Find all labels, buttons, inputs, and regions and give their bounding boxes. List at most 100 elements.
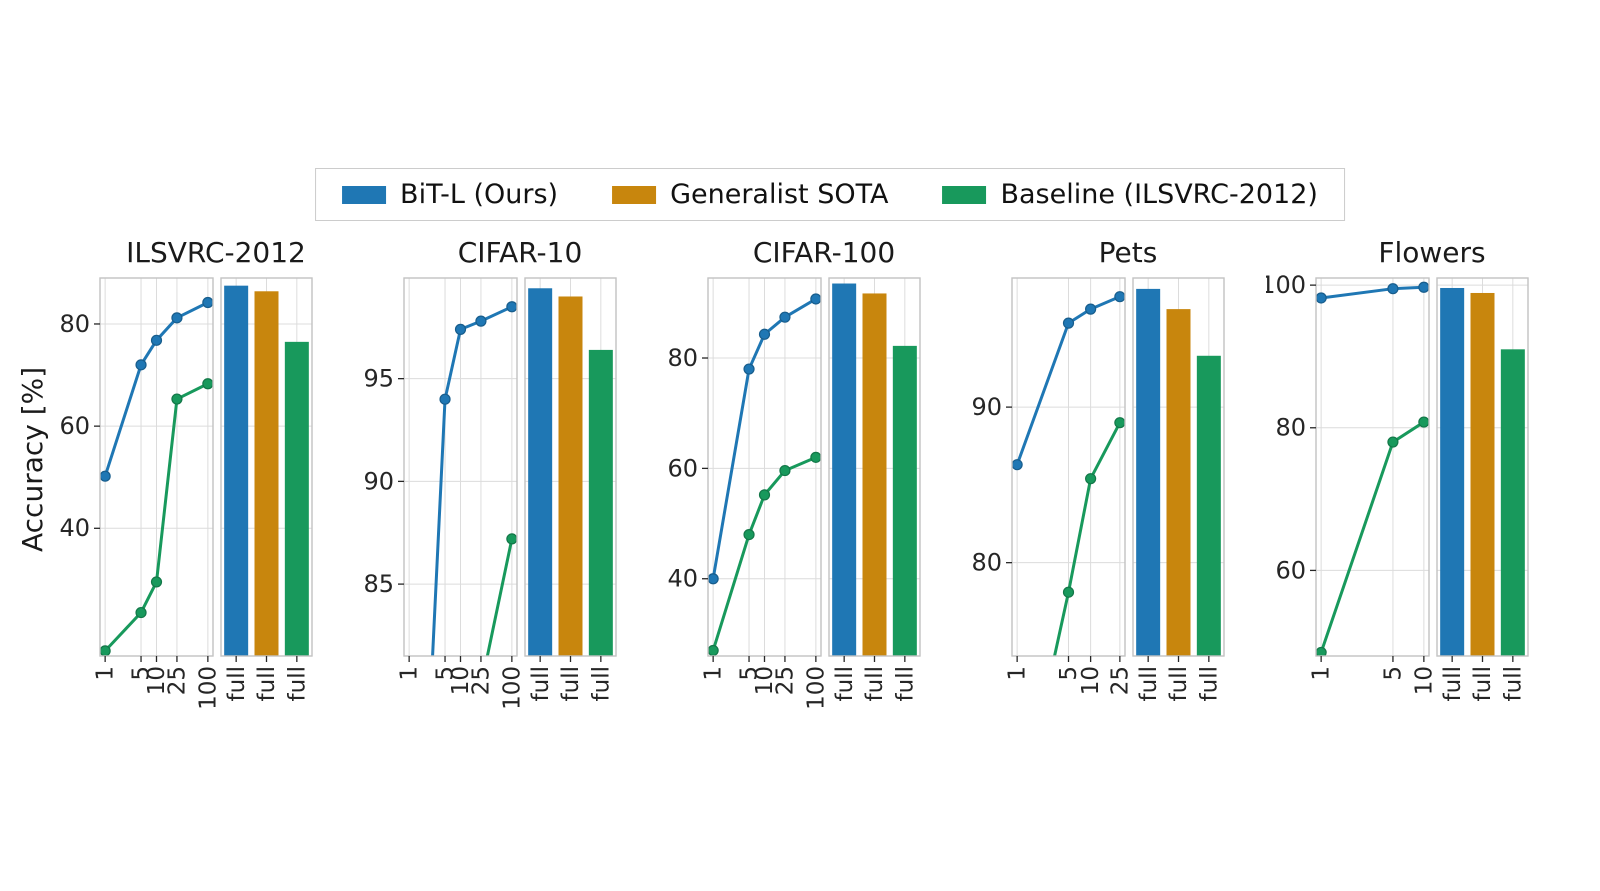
y-tick-label: 80: [971, 549, 1002, 577]
x-tick-label: 1: [1309, 666, 1335, 681]
data-point-marker: [1418, 416, 1429, 428]
data-point-marker: [1114, 417, 1125, 429]
x-tick-label: 5: [1381, 666, 1407, 681]
line-series: [100, 296, 213, 656]
gridlines: [1316, 278, 1528, 656]
legend-item-generalist-sota: Generalist SOTA: [612, 179, 888, 210]
x-tick-label: 10: [448, 666, 474, 695]
x-tick-label: 100: [195, 666, 221, 710]
x-tick-label: full: [1136, 666, 1162, 701]
data-point-marker: [1085, 473, 1097, 485]
gridlines: [1012, 278, 1224, 656]
x-tick-label: 5: [737, 666, 763, 681]
legend-swatch-generalist-sota: [612, 185, 657, 204]
bars: [224, 285, 309, 656]
panel-ilsvrc-2012: ILSVRC-2012 40 60 80 1 5 10 25 100 full full full: [50, 236, 342, 740]
data-point-marker: [1387, 283, 1399, 295]
bar: [1136, 288, 1161, 656]
bars: [1440, 287, 1525, 656]
x-tick-label: 1: [397, 666, 423, 681]
x-tick-label: 5: [433, 666, 459, 681]
x-tick-label: 1: [1005, 666, 1031, 681]
data-point-marker: [439, 393, 451, 405]
data-point-marker: [150, 334, 163, 346]
panel-cifar-10: CIFAR-10 85 90 95 1 5 10 25 100 full full full: [354, 236, 646, 740]
series-line: [1319, 420, 1425, 653]
bar: [892, 345, 917, 656]
data-point-marker: [1062, 586, 1075, 598]
data-point-marker: [202, 296, 213, 309]
x-tick-label: full: [1440, 666, 1466, 701]
legend-label-baseline: Baseline (ILSVRC-2012): [1000, 179, 1318, 210]
bar: [284, 341, 309, 656]
panel-title: Flowers: [1378, 236, 1486, 269]
x-tick-label: full: [1166, 666, 1192, 701]
line-series: [708, 293, 821, 656]
y-tick-label: 100: [1266, 271, 1306, 299]
data-point-marker: [779, 311, 791, 323]
y-tick-label: 90: [971, 393, 1002, 421]
data-point-marker: [100, 470, 111, 482]
x-tick-label: full: [862, 666, 888, 701]
data-point-marker: [708, 644, 719, 656]
legend-label-generalist-sota: Generalist SOTA: [670, 179, 889, 210]
data-point-marker: [506, 533, 517, 545]
panel-pets: Pets 80 90 1 5 10 25 full full full: [962, 236, 1254, 740]
series-line: [1015, 295, 1121, 466]
bar: [558, 296, 583, 656]
x-tick-label: 100: [803, 666, 829, 710]
legend-item-bitl: BiT-L (Ours): [342, 179, 558, 210]
y-tick-label: 80: [667, 344, 698, 372]
data-point-marker: [743, 528, 755, 541]
legend-item-baseline: Baseline (ILSVRC-2012): [942, 179, 1318, 210]
data-point-marker: [454, 323, 467, 335]
x-tick-label: full: [588, 666, 614, 701]
gridlines: [708, 278, 920, 656]
panel-title: ILSVRC-2012: [126, 236, 306, 269]
data-point-marker: [1418, 281, 1429, 293]
data-point-marker: [708, 573, 719, 585]
y-tick-label: 60: [59, 412, 90, 440]
x-tick-label: 10: [1411, 666, 1437, 695]
bars: [832, 283, 917, 656]
data-point-marker: [171, 312, 183, 324]
axes-spines: [707, 277, 921, 657]
series-line: [1320, 285, 1424, 300]
x-tick-label: 25: [469, 666, 495, 695]
bar: [528, 288, 553, 656]
bar: [862, 293, 887, 656]
x-tick-label: full: [558, 666, 584, 701]
line-series: [1316, 281, 1429, 656]
bars: [1136, 288, 1221, 656]
bar: [254, 291, 279, 656]
data-point-marker: [1062, 317, 1075, 329]
x-tick-label: 5: [1056, 666, 1082, 681]
data-point-marker: [135, 359, 147, 371]
x-tick-label: full: [1470, 666, 1496, 701]
x-tick-label: full: [1196, 666, 1222, 701]
data-point-marker: [150, 576, 163, 588]
data-point-marker: [475, 315, 487, 327]
bar: [1500, 349, 1525, 656]
gridlines: [100, 278, 312, 656]
legend-label-bitl: BiT-L (Ours): [400, 179, 559, 210]
panel-title: CIFAR-10: [457, 236, 583, 269]
bar: [832, 283, 857, 656]
x-tick-label: 10: [1078, 666, 1104, 695]
series-line: [1053, 421, 1122, 656]
data-point-marker: [758, 489, 771, 501]
bar: [1470, 292, 1495, 656]
data-point-marker: [1316, 292, 1327, 304]
x-tick-label: 100: [499, 666, 525, 710]
x-tick-label: 25: [165, 666, 191, 695]
x-tick-label: full: [528, 666, 554, 701]
x-tick-label: 10: [752, 666, 778, 695]
series-line: [485, 538, 514, 656]
bar: [1440, 287, 1465, 656]
